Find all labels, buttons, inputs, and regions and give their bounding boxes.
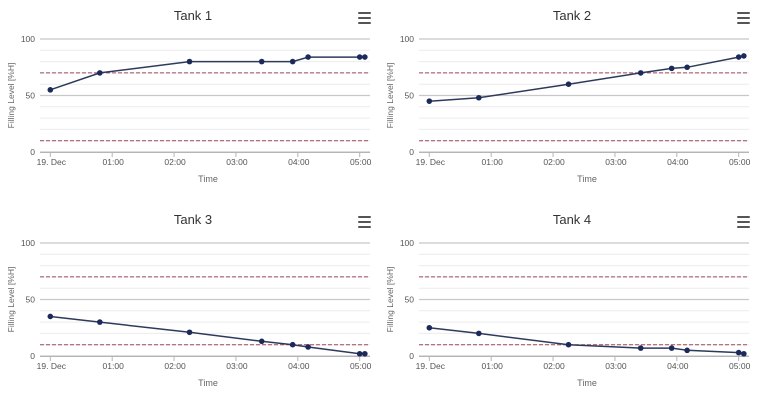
chart-tank-4: 19. Dec 01:00 02:00 03:00 04:00 05:00 0 50 100 Ta… bbox=[379, 204, 758, 408]
x-tick-label: 03:00 bbox=[605, 157, 627, 167]
y-tick-label: 100 bbox=[21, 34, 35, 44]
hamburger-menu-icon[interactable] bbox=[737, 216, 750, 228]
data-point[interactable] bbox=[289, 58, 296, 65]
data-point[interactable] bbox=[186, 329, 193, 336]
x-tick-label: 03:00 bbox=[226, 361, 248, 371]
x-tick-label: 05:00 bbox=[350, 157, 372, 167]
data-point[interactable] bbox=[735, 349, 742, 356]
x-tick-label: 01:00 bbox=[103, 157, 125, 167]
chart-title: Tank 3 bbox=[174, 212, 212, 227]
chart-title: Tank 2 bbox=[553, 8, 591, 23]
data-point[interactable] bbox=[47, 87, 54, 93]
x-tick-label: 02:00 bbox=[543, 157, 565, 167]
data-point[interactable] bbox=[565, 341, 572, 348]
data-point[interactable] bbox=[684, 347, 690, 354]
data-point[interactable] bbox=[684, 64, 690, 71]
x-tick-label: 01:00 bbox=[103, 361, 125, 371]
x-tick-label: 19. Dec bbox=[37, 157, 67, 167]
data-point[interactable] bbox=[305, 54, 311, 60]
x-tick-label: 02:00 bbox=[543, 361, 565, 371]
data-point[interactable] bbox=[356, 350, 363, 357]
x-tick-label: 05:00 bbox=[729, 157, 751, 167]
x-tick-label: 05:00 bbox=[729, 361, 751, 371]
x-tick-label: 04:00 bbox=[288, 157, 310, 167]
x-tick-label: 19. Dec bbox=[416, 157, 446, 167]
data-point[interactable] bbox=[97, 70, 103, 76]
y-tick-label: 0 bbox=[30, 147, 35, 157]
data-point[interactable] bbox=[668, 65, 675, 72]
series-line bbox=[429, 55, 744, 102]
x-tick-label: 03:00 bbox=[226, 157, 248, 167]
chart-title: Tank 1 bbox=[174, 8, 212, 23]
data-point[interactable] bbox=[356, 54, 363, 60]
x-tick-label: 04:00 bbox=[288, 361, 310, 371]
chart-svg: 19. Dec 01:00 02:00 03:00 04:00 05:00 0 50 100 Ta… bbox=[6, 212, 372, 388]
data-point[interactable] bbox=[565, 81, 572, 87]
data-point[interactable] bbox=[258, 338, 265, 345]
data-point[interactable] bbox=[637, 70, 644, 76]
x-axis-label: Time bbox=[198, 174, 218, 184]
y-axis-label: Filling Level [%H] bbox=[385, 267, 395, 333]
y-tick-label: 50 bbox=[405, 295, 415, 305]
y-tick-label: 50 bbox=[26, 295, 36, 305]
hamburger-menu-icon[interactable] bbox=[358, 12, 371, 24]
y-tick-label: 100 bbox=[21, 238, 35, 248]
data-point[interactable] bbox=[97, 319, 103, 325]
x-tick-label: 03:00 bbox=[605, 361, 627, 371]
data-point[interactable] bbox=[637, 345, 644, 351]
data-point[interactable] bbox=[426, 98, 433, 104]
chart-title: Tank 4 bbox=[553, 212, 591, 227]
chart-tank-3: 19. Dec 01:00 02:00 03:00 04:00 05:00 0 50 100 Ta… bbox=[0, 204, 379, 408]
data-point[interactable] bbox=[735, 54, 742, 60]
chart-svg: 19. Dec 01:00 02:00 03:00 04:00 05:00 0 50 100 Ta… bbox=[385, 8, 751, 184]
x-tick-label: 02:00 bbox=[164, 157, 186, 167]
chart-tank-2: 19. Dec 01:00 02:00 03:00 04:00 05:00 0 50 100 Ta… bbox=[379, 0, 758, 204]
data-point[interactable] bbox=[668, 345, 675, 351]
y-tick-label: 50 bbox=[405, 91, 415, 101]
data-point[interactable] bbox=[476, 94, 482, 101]
data-point[interactable] bbox=[305, 344, 311, 350]
x-tick-label: 05:00 bbox=[350, 361, 372, 371]
data-point[interactable] bbox=[289, 341, 296, 348]
series-line bbox=[50, 315, 365, 355]
y-tick-label: 0 bbox=[30, 351, 35, 361]
x-axis-label: Time bbox=[577, 378, 597, 388]
x-axis-label: Time bbox=[577, 174, 597, 184]
x-tick-label: 02:00 bbox=[164, 361, 186, 371]
chart-svg: 19. Dec 01:00 02:00 03:00 04:00 05:00 0 50 100 Ta… bbox=[385, 212, 751, 388]
x-tick-label: 04:00 bbox=[667, 157, 689, 167]
chart-svg: 19. Dec 01:00 02:00 03:00 04:00 05:00 0 50 100 Ta… bbox=[6, 8, 372, 184]
x-axis-label: Time bbox=[198, 378, 218, 388]
data-point[interactable] bbox=[741, 350, 747, 357]
y-tick-label: 100 bbox=[400, 238, 414, 248]
series-line bbox=[429, 327, 744, 355]
hamburger-menu-icon[interactable] bbox=[737, 12, 750, 24]
y-tick-label: 50 bbox=[26, 91, 36, 101]
data-point[interactable] bbox=[741, 53, 747, 59]
y-tick-label: 0 bbox=[409, 147, 414, 157]
x-tick-label: 04:00 bbox=[667, 361, 689, 371]
y-axis-label: Filling Level [%H] bbox=[6, 63, 16, 129]
x-tick-label: 01:00 bbox=[482, 157, 504, 167]
y-tick-label: 100 bbox=[400, 34, 414, 44]
data-point[interactable] bbox=[362, 54, 368, 60]
data-point[interactable] bbox=[362, 350, 368, 357]
x-tick-label: 19. Dec bbox=[37, 361, 67, 371]
data-point[interactable] bbox=[258, 58, 265, 65]
series-line bbox=[50, 56, 365, 91]
data-point[interactable] bbox=[47, 313, 54, 320]
data-point[interactable] bbox=[476, 330, 482, 337]
data-point[interactable] bbox=[426, 324, 433, 331]
x-tick-label: 19. Dec bbox=[416, 361, 446, 371]
hamburger-menu-icon[interactable] bbox=[358, 216, 371, 228]
chart-tank-1: 19. Dec 01:00 02:00 03:00 04:00 05:00 0 50 100 Ta… bbox=[0, 0, 379, 204]
data-point[interactable] bbox=[186, 58, 193, 65]
y-axis-label: Filling Level [%H] bbox=[385, 63, 395, 129]
y-tick-label: 0 bbox=[409, 351, 414, 361]
y-axis-label: Filling Level [%H] bbox=[6, 267, 16, 333]
x-tick-label: 01:00 bbox=[482, 361, 504, 371]
